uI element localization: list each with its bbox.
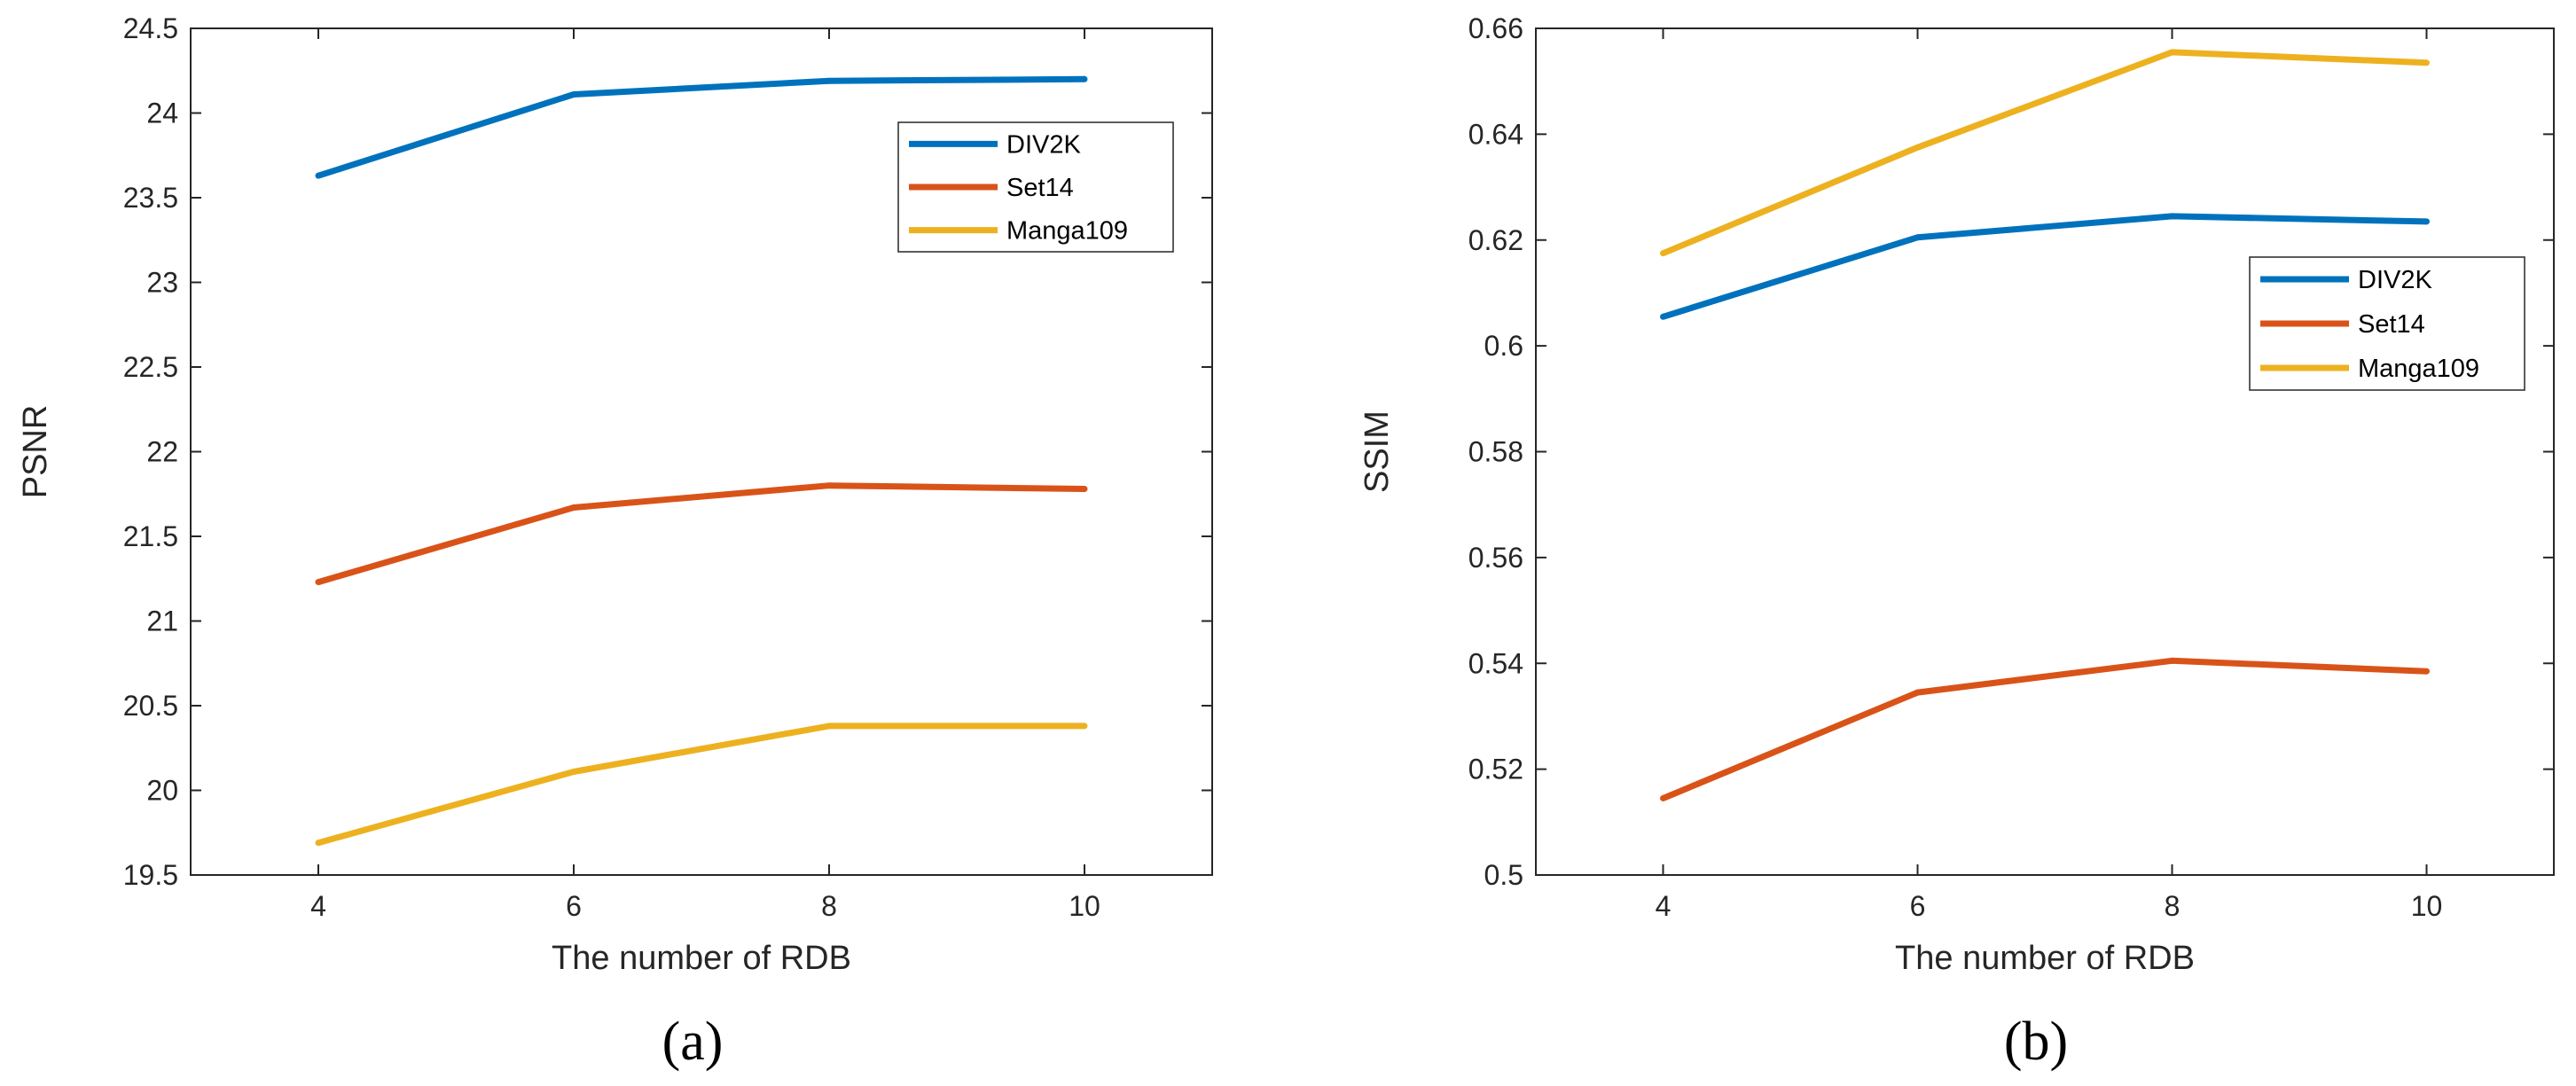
x-tick-label: 10 — [2411, 890, 2443, 922]
data-point-manga109 — [826, 723, 833, 730]
data-point-manga109 — [1660, 250, 1666, 257]
data-point-manga109 — [1914, 144, 1921, 151]
y-tick-label: 23.5 — [123, 182, 178, 214]
data-point-div2k — [1081, 75, 1088, 82]
series-line-div2k — [317, 75, 1085, 179]
y-tick-label: 0.58 — [1468, 436, 1523, 468]
data-point-div2k — [826, 77, 833, 84]
data-point-set14 — [1660, 794, 1666, 801]
y-tick-label: 0.64 — [1468, 118, 1523, 150]
y-tick-label: 0.6 — [1484, 330, 1523, 362]
y-tick-label: 0.5 — [1484, 859, 1523, 891]
y-tick-label: 0.56 — [1468, 542, 1523, 574]
data-point-set14 — [2423, 668, 2430, 675]
y-axis-title: SSIM — [1358, 410, 1396, 493]
series-line-div2k — [1662, 213, 2427, 320]
legend-label: Manga109 — [2358, 355, 2479, 383]
chart-panel-b: 0.5 0.52 0.54 0.56 0.58 0.6 0.62 0.64 0.66 4 6 8 10 T… — [1358, 12, 2555, 1072]
y-tick-label: 24.5 — [123, 12, 178, 44]
y-tick-label: 23 — [146, 267, 178, 299]
data-point-manga109 — [570, 768, 577, 775]
series-line-set14 — [317, 482, 1085, 585]
y-tick-label: 19.5 — [123, 859, 178, 891]
data-point-manga109 — [315, 840, 322, 847]
series-line-manga109 — [1662, 49, 2427, 256]
data-point-manga109 — [2423, 59, 2430, 66]
y-tick-label: 0.62 — [1468, 224, 1523, 256]
legend-label: Set14 — [2358, 310, 2425, 339]
data-point-set14 — [1081, 486, 1088, 493]
y-tick-label: 24 — [146, 98, 178, 129]
y-tick-label: 0.54 — [1468, 647, 1523, 679]
plot-area — [1535, 27, 2555, 876]
panel-caption: (a) — [662, 1012, 724, 1072]
data-point-div2k — [315, 172, 322, 179]
data-point-set14 — [1914, 689, 1921, 696]
data-point-div2k — [2169, 213, 2175, 220]
legend-label: DIV2K — [1006, 130, 1081, 159]
y-tick-label: 22 — [146, 436, 178, 468]
y-tick-label: 20.5 — [123, 690, 178, 722]
x-tick-label: 6 — [566, 890, 582, 922]
y-axis-title: PSNR — [17, 405, 54, 499]
data-point-manga109 — [1081, 723, 1088, 730]
data-point-manga109 — [2169, 49, 2175, 56]
data-point-set14 — [826, 482, 833, 489]
x-tick-label: 4 — [1656, 890, 1672, 922]
x-axis-title: The number of RDB — [552, 940, 851, 977]
panel-caption: (b) — [2004, 1012, 2068, 1072]
x-tick-label: 8 — [2165, 890, 2181, 922]
x-tick-label: 8 — [821, 890, 837, 922]
data-point-div2k — [1660, 313, 1666, 320]
x-tick-label: 6 — [1910, 890, 1926, 922]
x-tick-label: 4 — [310, 890, 326, 922]
legend-label: Manga109 — [1006, 217, 1128, 246]
data-point-div2k — [2423, 218, 2430, 225]
series-line-manga109 — [317, 723, 1084, 847]
series-line-set14 — [1662, 657, 2427, 801]
y-tick-label: 0.52 — [1468, 754, 1523, 785]
data-point-div2k — [570, 90, 577, 98]
y-tick-label: 0.66 — [1468, 12, 1523, 44]
legend-label: Set14 — [1006, 174, 1074, 202]
legend-label: DIV2K — [2358, 266, 2432, 294]
x-axis-title: The number of RDB — [1895, 940, 2195, 977]
y-tick-label: 21.5 — [123, 520, 178, 552]
data-point-set14 — [2169, 657, 2175, 664]
legend: DIV2K Set14 Manga109 — [897, 121, 1174, 253]
x-tick-label: 10 — [1069, 890, 1100, 922]
data-point-set14 — [315, 579, 322, 586]
data-point-set14 — [570, 504, 577, 512]
legend: DIV2K Set14 Manga109 — [2249, 256, 2525, 391]
data-point-div2k — [1914, 234, 1921, 241]
y-tick-label: 20 — [146, 775, 178, 807]
y-tick-label: 21 — [146, 606, 178, 637]
y-tick-label: 22.5 — [123, 351, 178, 383]
chart-panel-a: 19.5 20 20.5 21 21.5 22 22.5 23 23.5 24 24.5 4 6 8 10 T… — [17, 12, 1213, 1072]
